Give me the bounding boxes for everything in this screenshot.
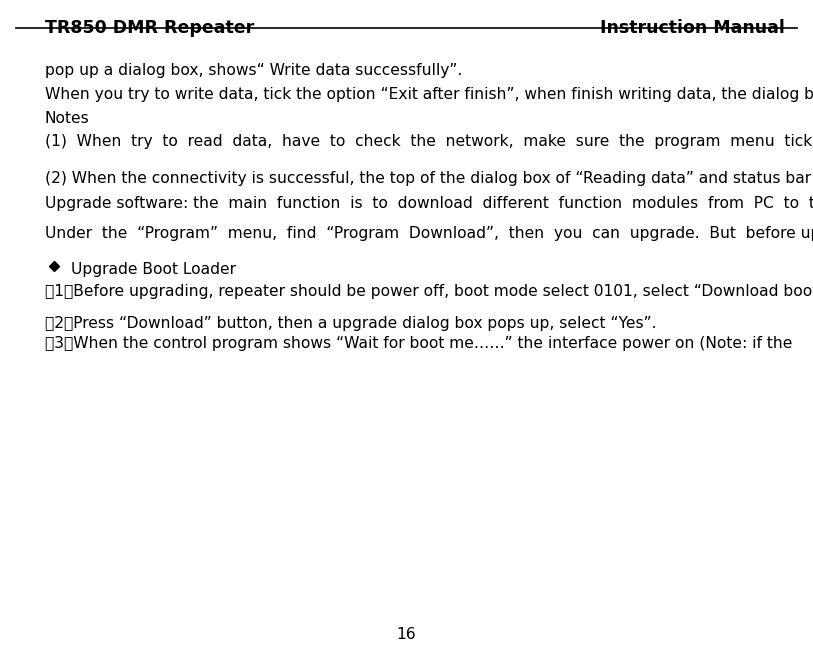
- Text: Instruction Manual: Instruction Manual: [600, 19, 785, 36]
- Text: TR850 DMR Repeater: TR850 DMR Repeater: [45, 19, 254, 36]
- Text: pop up a dialog box, shows“ Write data successfully”.: pop up a dialog box, shows“ Write data s…: [45, 63, 462, 78]
- Text: 16: 16: [397, 627, 416, 642]
- Text: (2) When the connectivity is successful, the top of the dialog box of “Reading d: (2) When the connectivity is successful,…: [45, 171, 813, 186]
- Text: (1)  When  try  to  read  data,  have  to  check  the  network,  make  sure  the: (1) When try to read data, have to check…: [45, 134, 813, 149]
- Text: When you try to write data, tick the option “Exit after finish”, when finish wri: When you try to write data, tick the opt…: [45, 87, 813, 102]
- Text: （2）Press “Download” button, then a upgrade dialog box pops up, select “Yes”.: （2）Press “Download” button, then a upgra…: [45, 316, 656, 331]
- Text: （1）Before upgrading, repeater should be power off, boot mode select 0101, select: （1）Before upgrading, repeater should be …: [45, 284, 813, 299]
- Text: Upgrade software: the  main  function  is  to  download  different  function  mo: Upgrade software: the main function is t…: [45, 196, 813, 212]
- Text: Upgrade Boot Loader: Upgrade Boot Loader: [71, 262, 236, 277]
- Text: Under  the  “Program”  menu,  find  “Program  Download”,  then  you  can  upgrad: Under the “Program” menu, find “Program …: [45, 226, 813, 241]
- Text: Notes: Notes: [45, 111, 89, 126]
- Text: （3）When the control program shows “Wait for boot me……” the interface power on (N: （3）When the control program shows “Wait …: [45, 336, 792, 351]
